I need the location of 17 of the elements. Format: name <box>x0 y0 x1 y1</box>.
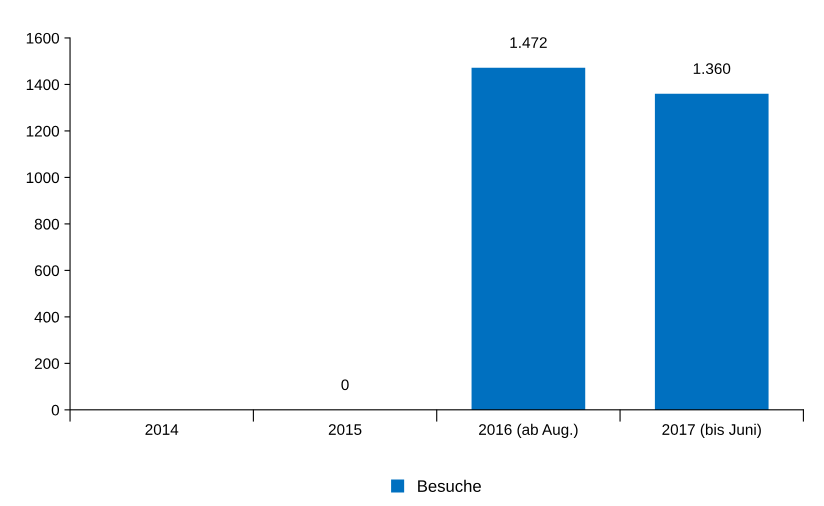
x-tick-label: 2014 <box>145 424 178 435</box>
y-tick-label: 1200 <box>26 126 60 137</box>
y-tick-label: 200 <box>34 358 60 370</box>
y-tick-label: 400 <box>34 312 60 323</box>
y-tick-label: 600 <box>34 265 60 276</box>
y-tick-label: 1400 <box>26 79 60 90</box>
x-tick-label: 2016 (ab Aug.) <box>479 424 578 438</box>
y-tick-label: 1000 <box>26 172 60 184</box>
y-tick-label: 0 <box>52 404 60 416</box>
x-tick-label: 2017 (bis Juni) <box>662 424 761 438</box>
data-label: 1.360 <box>694 63 730 74</box>
x-tick-label: 2015 <box>328 424 362 435</box>
y-tick-label: 1600 <box>26 32 60 44</box>
data-label: 1.472 <box>510 37 547 48</box>
y-tick-label: 800 <box>34 218 60 230</box>
data-label: 0 <box>341 379 349 390</box>
legend-label: Besuche <box>418 480 481 492</box>
